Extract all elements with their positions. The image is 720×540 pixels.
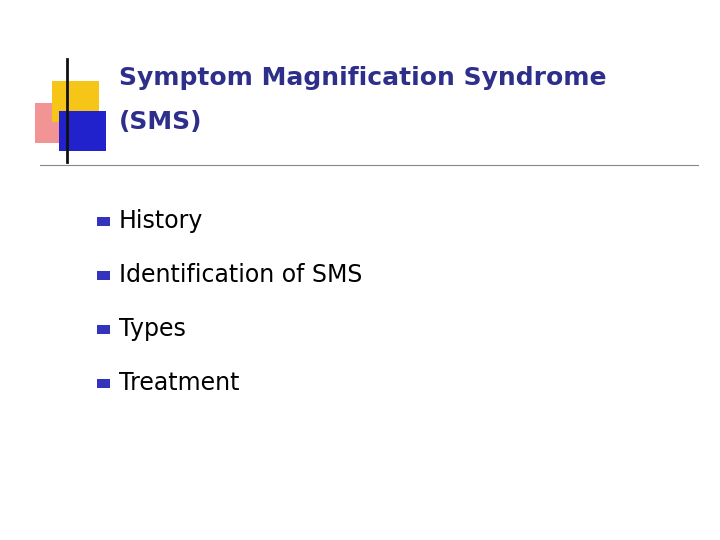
- Bar: [97, 271, 110, 280]
- Text: (SMS): (SMS): [119, 110, 202, 133]
- Text: History: History: [119, 210, 203, 233]
- Bar: [97, 325, 110, 334]
- Text: Treatment: Treatment: [119, 372, 239, 395]
- Text: Identification of SMS: Identification of SMS: [119, 264, 362, 287]
- Bar: [35, 103, 81, 143]
- Bar: [52, 81, 99, 122]
- Bar: [97, 217, 110, 226]
- Text: Symptom Magnification Syndrome: Symptom Magnification Syndrome: [119, 66, 606, 90]
- Bar: [97, 379, 110, 388]
- Text: Types: Types: [119, 318, 186, 341]
- Bar: [59, 111, 106, 151]
